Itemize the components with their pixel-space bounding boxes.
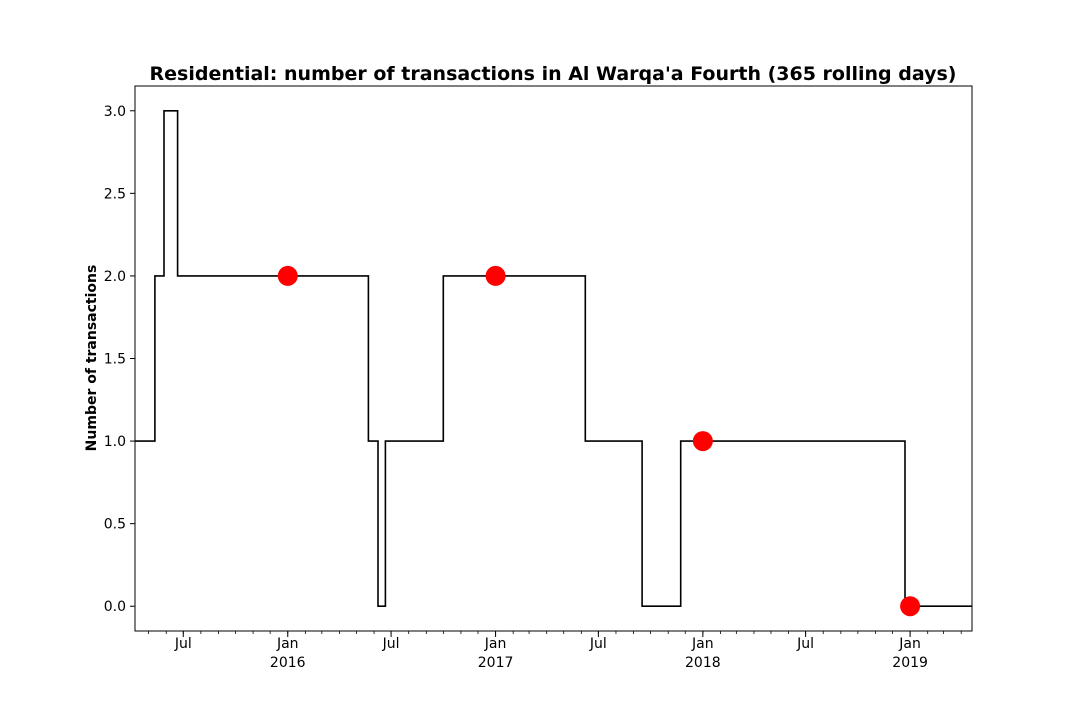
x-tick-label-7-line-0: Jan bbox=[898, 636, 921, 652]
series-step-line bbox=[135, 110, 972, 607]
x-tick-label-5-line-1: 2018 bbox=[685, 655, 721, 671]
y-tick-label-2: 1.0 bbox=[104, 434, 126, 450]
marker-point-0 bbox=[277, 265, 298, 286]
y-tick-label-3: 1.5 bbox=[104, 352, 126, 368]
marker-point-2 bbox=[692, 431, 713, 452]
marker-point-1 bbox=[485, 265, 506, 286]
x-tick-label-1-line-0: Jan bbox=[276, 636, 299, 652]
y-tick-label-0: 0.0 bbox=[104, 599, 126, 615]
x-tick-label-1-line-1: 2016 bbox=[270, 655, 306, 671]
x-tick-label-3-line-0: Jan bbox=[484, 636, 507, 652]
x-tick-label-3-line-1: 2017 bbox=[478, 655, 514, 671]
y-axis-label: Number of transactions bbox=[84, 265, 100, 452]
y-tick-label-6: 3.0 bbox=[104, 104, 126, 120]
x-tick-label-6: Jul bbox=[796, 636, 814, 652]
x-tick-label-7-line-1: 2019 bbox=[892, 655, 928, 671]
y-tick-label-4: 2.0 bbox=[104, 269, 126, 285]
chart-title: Residential: number of transactions in A… bbox=[150, 63, 957, 85]
plot-frame bbox=[134, 85, 973, 632]
marker-point-3 bbox=[900, 596, 921, 617]
x-tick-label-2: Jul bbox=[382, 636, 400, 652]
plot-area: 0.0 0.5 1.0 1.5 2.0 2.5 3.0 Jul Jan 2016 Jul Jan 201… bbox=[104, 85, 973, 671]
x-tick-label-0: Jul bbox=[174, 636, 192, 652]
x-tick-label-4: Jul bbox=[589, 636, 607, 652]
y-tick-label-1: 0.5 bbox=[104, 517, 126, 533]
x-tick-label-5-line-0: Jan bbox=[691, 636, 714, 652]
y-tick-label-5: 2.5 bbox=[104, 186, 126, 202]
